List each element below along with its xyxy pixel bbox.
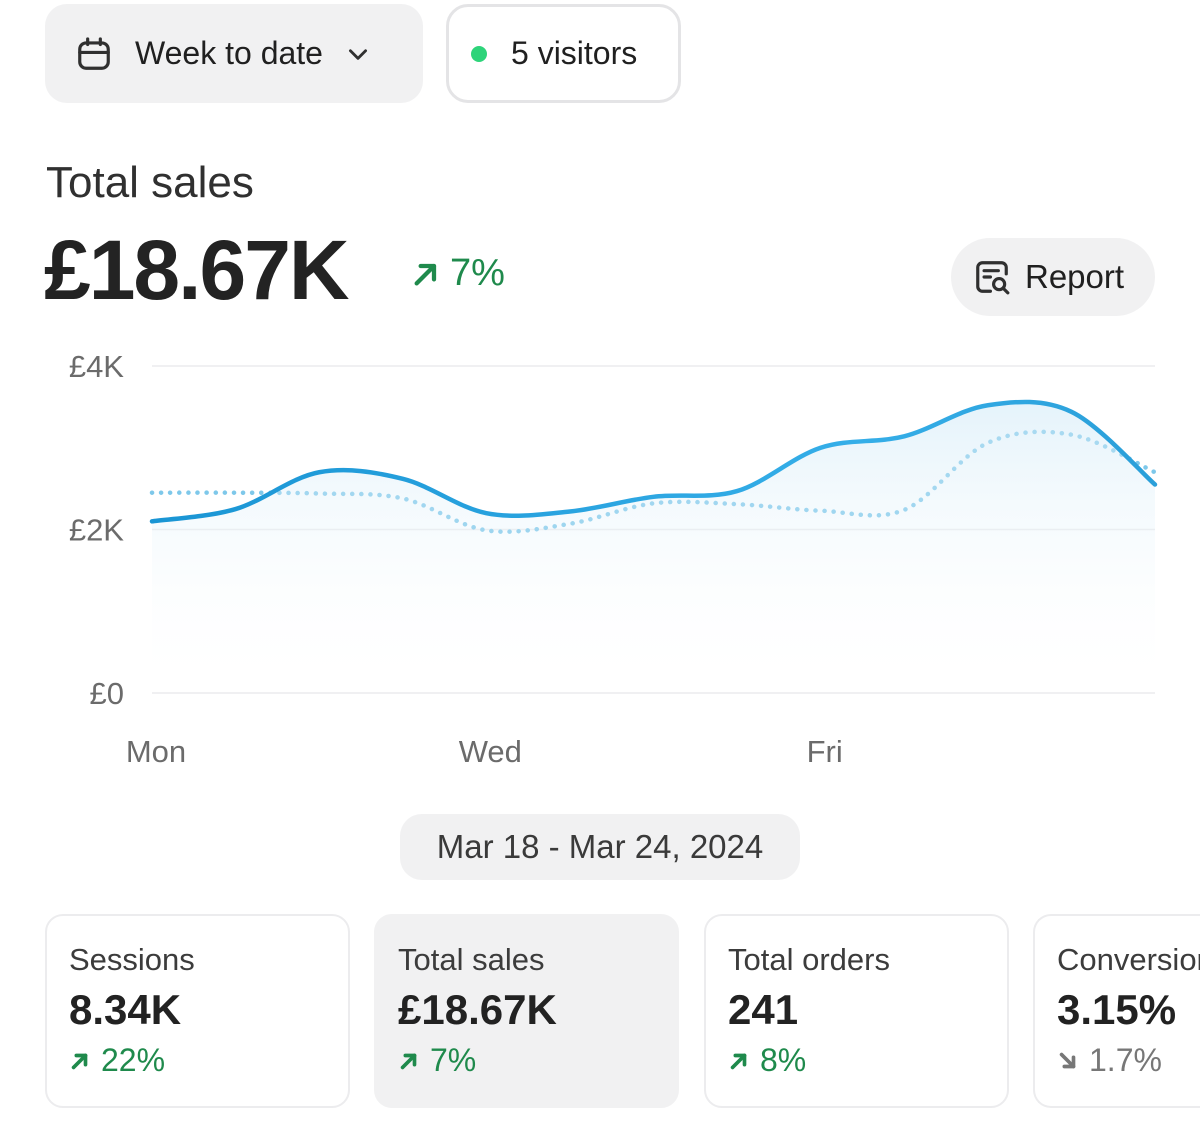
metric-label: Total orders <box>728 942 890 977</box>
y-tick-label: £0 <box>90 676 124 711</box>
metric-change: 22% <box>69 1042 348 1079</box>
arrow-up-right-icon <box>414 263 437 285</box>
live-status-dot <box>471 45 487 62</box>
live-visitors-button[interactable]: 5 visitors <box>446 4 681 103</box>
y-tick-label: £4K <box>69 349 124 384</box>
metric-label: Total sales <box>398 942 545 977</box>
chevron-down-icon <box>348 48 367 60</box>
arrow-up-right-icon <box>730 1053 747 1069</box>
metric-card-total-sales[interactable]: Total sales £18.67K 7% <box>374 914 679 1108</box>
metric-value: 8.34K <box>69 986 182 1033</box>
date-range-button[interactable]: Week to date <box>45 4 423 103</box>
report-search-icon <box>976 261 1010 295</box>
visitors-count: 5 visitors <box>511 35 638 71</box>
arrow-down-right-icon <box>1059 1052 1076 1068</box>
total-sales-value: £18.67K <box>44 223 350 317</box>
metric-change-value: 7% <box>430 1042 477 1078</box>
date-range-label: Week to date <box>135 35 323 71</box>
arrow-up-right-icon <box>400 1053 417 1069</box>
report-label: Report <box>1025 258 1125 295</box>
arrow-up-right-icon <box>71 1053 88 1069</box>
total-sales-change-value: 7% <box>450 252 505 294</box>
metric-change: 7% <box>398 1042 677 1079</box>
metric-change-value: 22% <box>101 1042 166 1078</box>
chart-series <box>149 399 1158 693</box>
y-axis-ticks: £4K £2K £0 <box>69 349 124 711</box>
metric-value: 3.15% <box>1057 986 1177 1033</box>
metric-card-total-orders[interactable]: Total orders 241 8% <box>704 914 1009 1108</box>
metric-value: £18.67K <box>398 986 557 1033</box>
sales-line-chart: £4K £2K £0 Mon Wed Fri <box>69 349 1158 769</box>
metric-change-value: 8% <box>760 1042 807 1078</box>
period-range-badge: Mar 18 - Mar 24, 2024 <box>400 814 800 880</box>
x-axis-ticks: Mon Wed Fri <box>126 734 843 769</box>
metric-change: 1.7% <box>1057 1042 1200 1079</box>
metric-label: Sessions <box>69 942 195 977</box>
calendar-icon <box>78 36 110 70</box>
x-tick-label: Wed <box>459 734 522 769</box>
metric-label: Conversion rate <box>1057 942 1200 977</box>
metric-change-value: 1.7% <box>1089 1042 1162 1078</box>
report-button[interactable]: Report <box>951 238 1155 316</box>
page-title: Total sales <box>46 158 254 207</box>
metric-card-conversion-rate[interactable]: Conversion rate 3.15% 1.7% <box>1033 914 1200 1108</box>
current-period-line <box>149 399 1158 524</box>
total-sales-change: 7% <box>410 252 505 295</box>
series-area <box>152 401 1155 693</box>
metric-change: 8% <box>728 1042 1007 1079</box>
metric-value: 241 <box>728 986 799 1033</box>
x-tick-label: Fri <box>807 734 843 769</box>
metric-card-sessions[interactable]: Sessions 8.34K 22% <box>45 914 350 1108</box>
y-tick-label: £2K <box>69 513 124 548</box>
x-tick-label: Mon <box>126 734 186 769</box>
